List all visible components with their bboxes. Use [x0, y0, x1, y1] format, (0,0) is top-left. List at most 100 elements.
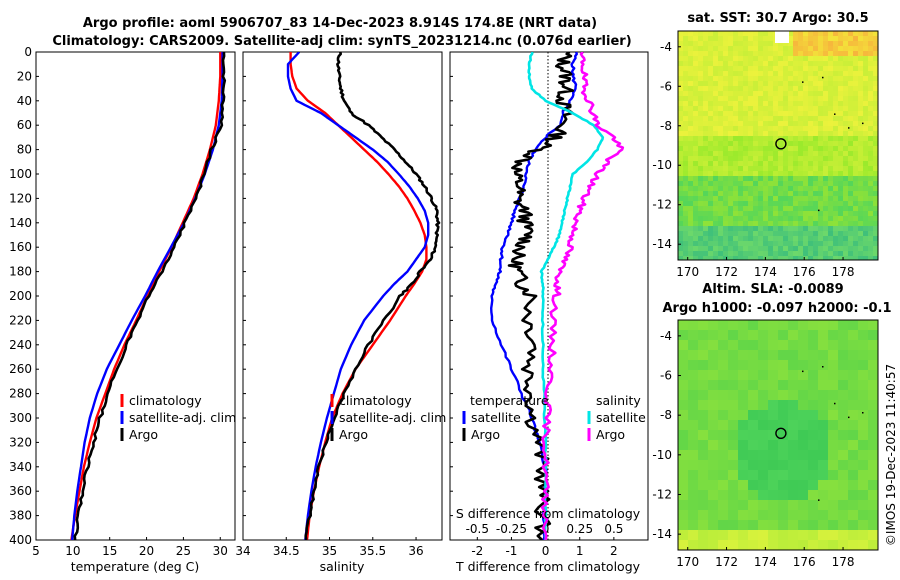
- heatmap-cell: [868, 196, 874, 202]
- heatmap-cell: [708, 480, 719, 491]
- heatmap-cell: [868, 390, 879, 401]
- heatmap-cell: [813, 96, 819, 102]
- heatmap-cell: [838, 380, 849, 391]
- salinity-ytick-marks: [243, 51, 246, 541]
- heatmap-cell: [783, 221, 789, 227]
- heatmap-cell: [813, 31, 819, 37]
- heatmap-cell: [853, 181, 859, 187]
- heatmap-cell: [773, 41, 779, 47]
- heatmap-cell: [693, 136, 699, 142]
- heatmap-cell: [678, 146, 684, 152]
- heatmap-cell: [728, 56, 734, 62]
- heatmap-cell: [728, 430, 739, 441]
- heatmap-cell: [778, 141, 784, 147]
- heatmap-cell: [868, 420, 879, 431]
- heatmap-cell: [748, 430, 759, 441]
- heatmap-cell: [768, 350, 779, 361]
- heatmap-cell: [848, 51, 854, 57]
- heatmap-cell: [773, 176, 779, 182]
- heatmap-cell: [803, 46, 809, 52]
- heatmap-cell: [813, 76, 819, 82]
- heatmap-cell: [858, 211, 864, 217]
- heatmap-cell: [748, 226, 754, 232]
- heatmap-cell: [718, 370, 729, 381]
- heatmap-cell: [753, 156, 759, 162]
- heatmap-cell: [818, 226, 824, 232]
- heatmap-cell: [798, 116, 804, 122]
- heatmap-cell: [768, 390, 779, 401]
- heatmap-cell: [828, 121, 834, 127]
- heatmap-cell: [848, 56, 854, 62]
- heatmap-cell: [793, 61, 799, 67]
- heatmap-cell: [848, 46, 854, 52]
- heatmap-cell: [813, 71, 819, 77]
- heatmap-cell: [678, 500, 689, 511]
- heatmap-cell: [833, 141, 839, 147]
- heatmap-cell: [848, 86, 854, 92]
- heatmap-cell: [863, 96, 869, 102]
- heatmap-cell: [748, 111, 754, 117]
- heatmap-cell: [873, 236, 879, 242]
- heatmap-cell: [688, 76, 694, 82]
- heatmap-cell: [858, 400, 869, 411]
- heatmap-cell: [748, 41, 754, 47]
- heatmap-cell: [753, 101, 759, 107]
- heatmap-cell: [678, 256, 684, 261]
- heatmap-cell: [843, 121, 849, 127]
- heatmap-cell: [683, 131, 689, 137]
- heatmap-cell: [863, 136, 869, 142]
- heatmap-cell: [713, 201, 719, 207]
- heatmap-cell: [818, 91, 824, 97]
- heatmap-cell: [788, 480, 799, 491]
- heatmap-cell: [688, 490, 699, 501]
- heatmap-cell: [868, 500, 879, 511]
- heatmap-cell: [763, 46, 769, 52]
- heatmap-cell: [808, 330, 819, 341]
- heatmap-cell: [703, 106, 709, 112]
- heatmap-cell: [728, 161, 734, 167]
- heatmap-cell: [758, 156, 764, 162]
- heatmap-cell: [813, 236, 819, 242]
- heatmap-cell: [713, 236, 719, 242]
- heatmap-cell: [708, 236, 714, 242]
- heatmap-cell: [848, 350, 859, 361]
- argo-position-marker: [775, 427, 787, 439]
- heatmap-cell: [823, 166, 829, 172]
- heatmap-cell: [758, 171, 764, 177]
- heatmap-cell: [788, 156, 794, 162]
- heatmap-cell: [728, 420, 739, 431]
- heatmap-cell: [768, 430, 779, 441]
- heatmap-cell: [858, 111, 864, 117]
- heatmap-cell: [843, 166, 849, 172]
- heatmap-cell: [773, 201, 779, 207]
- heatmap-cell: [703, 231, 709, 237]
- heatmap-cell: [798, 101, 804, 107]
- heatmap-cell: [753, 161, 759, 167]
- heatmap-cell: [783, 241, 789, 247]
- heatmap-cell: [693, 206, 699, 212]
- heatmap-cell: [788, 186, 794, 192]
- heatmap-cell: [743, 211, 749, 217]
- heatmap-cell: [788, 166, 794, 172]
- salinity-legend: climatology satellite-adj. clim Argo: [330, 393, 446, 442]
- heatmap-cell: [728, 46, 734, 52]
- heatmap-cell: [703, 31, 709, 37]
- heatmap-cell: [743, 201, 749, 207]
- heatmap-cell: [763, 36, 769, 42]
- heatmap-cell: [723, 86, 729, 92]
- heatmap-cell: [833, 166, 839, 172]
- heatmap-cell: [748, 156, 754, 162]
- heatmap-cell: [698, 191, 704, 197]
- heatmap-cell: [728, 440, 739, 451]
- heatmap-cell: [718, 520, 729, 531]
- heatmap-cell: [778, 161, 784, 167]
- lon-tick-label: 170: [676, 555, 699, 569]
- heatmap-cell: [783, 211, 789, 217]
- heatmap-cell: [828, 231, 834, 237]
- heatmap-cell: [773, 56, 779, 62]
- heatmap-cell: [773, 101, 779, 107]
- lat-tick-label: -8: [660, 119, 672, 133]
- heatmap-cell: [693, 191, 699, 197]
- heatmap-cell: [703, 176, 709, 182]
- heatmap-cell: [738, 61, 744, 67]
